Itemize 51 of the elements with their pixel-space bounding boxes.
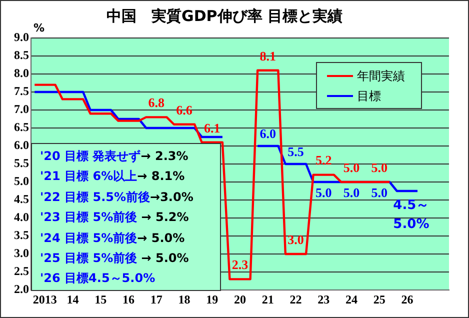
annotation: '20 目標 発表せず→ 2.3% [40, 149, 188, 163]
x-tick-label: 24 [345, 292, 358, 306]
x-tick-label: 20 [234, 292, 246, 306]
annotation: 4.5～5.0% [393, 198, 430, 232]
data-label: 5.0 [371, 160, 388, 175]
y-tick-label: 4.5 [14, 192, 29, 206]
data-label: 2.3 [232, 257, 249, 272]
x-tick-label: 18 [178, 292, 190, 306]
annotation: '24 目標 5%前後→ 5.0% [40, 230, 185, 245]
data-label: 6.8 [148, 95, 166, 110]
annotation: '23 目標 5%前後 → 5.2% [40, 210, 189, 224]
data-label: 6.0 [260, 126, 276, 141]
annotation: '22 目標 5.5%前後→3.0% [40, 190, 194, 204]
y-tick-label: 5.5 [14, 156, 29, 170]
y-tick-label: 4.0 [14, 210, 29, 224]
y-tick-label: 7.0 [14, 102, 29, 116]
y-tick-label: 2.0 [14, 282, 29, 296]
y-tick-label: 8.5 [14, 48, 29, 62]
x-tick-label: 25 [373, 292, 386, 306]
y-tick-label: 6.0 [14, 138, 29, 152]
chart-title: 中国 実質GDP伸び率 目標と実績 [106, 6, 342, 25]
y-tick-label: 6.5 [14, 120, 29, 134]
y-tick-label: 8.0 [14, 66, 29, 80]
data-label: 5.0 [343, 160, 360, 175]
x-tick-label: 21 [262, 292, 274, 306]
data-label: 5.0 [371, 184, 388, 200]
x-tick-label: 19 [206, 292, 218, 306]
x-tick-label: 22 [290, 292, 302, 306]
data-label: 3.0 [288, 232, 304, 247]
annotation: '26 目標4.5～5.0% [40, 271, 156, 286]
annotation: '25 目標 5%前後 → 5.0% [40, 250, 189, 265]
x-tick-label: 26 [401, 292, 414, 306]
y-axis-title: % [33, 21, 45, 34]
x-tick-label: 2013 [32, 292, 57, 306]
y-tick-label: 3.5 [14, 228, 29, 242]
legend-label: 年間実績 [357, 68, 405, 84]
data-label: 5.5 [288, 144, 304, 159]
y-tick-label: 9.0 [14, 30, 29, 44]
y-tick-label: 7.5 [14, 84, 29, 98]
legend-label: 目標 [357, 88, 381, 104]
annotation: '21 目標 6%以上→ 8.1% [40, 169, 185, 184]
y-tick-label: 3.0 [14, 246, 29, 260]
x-tick-label: 16 [122, 292, 135, 306]
x-tick-label: 17 [150, 292, 162, 306]
y-tick-label: 2.5 [14, 264, 29, 278]
x-tick-label: 15 [94, 292, 107, 306]
data-label: 5.0 [315, 184, 332, 200]
y-tick-label: 5.0 [14, 174, 29, 188]
x-tick-label: 23 [318, 292, 330, 306]
x-tick-label: 14 [66, 292, 79, 306]
data-label: 5.0 [343, 184, 360, 200]
